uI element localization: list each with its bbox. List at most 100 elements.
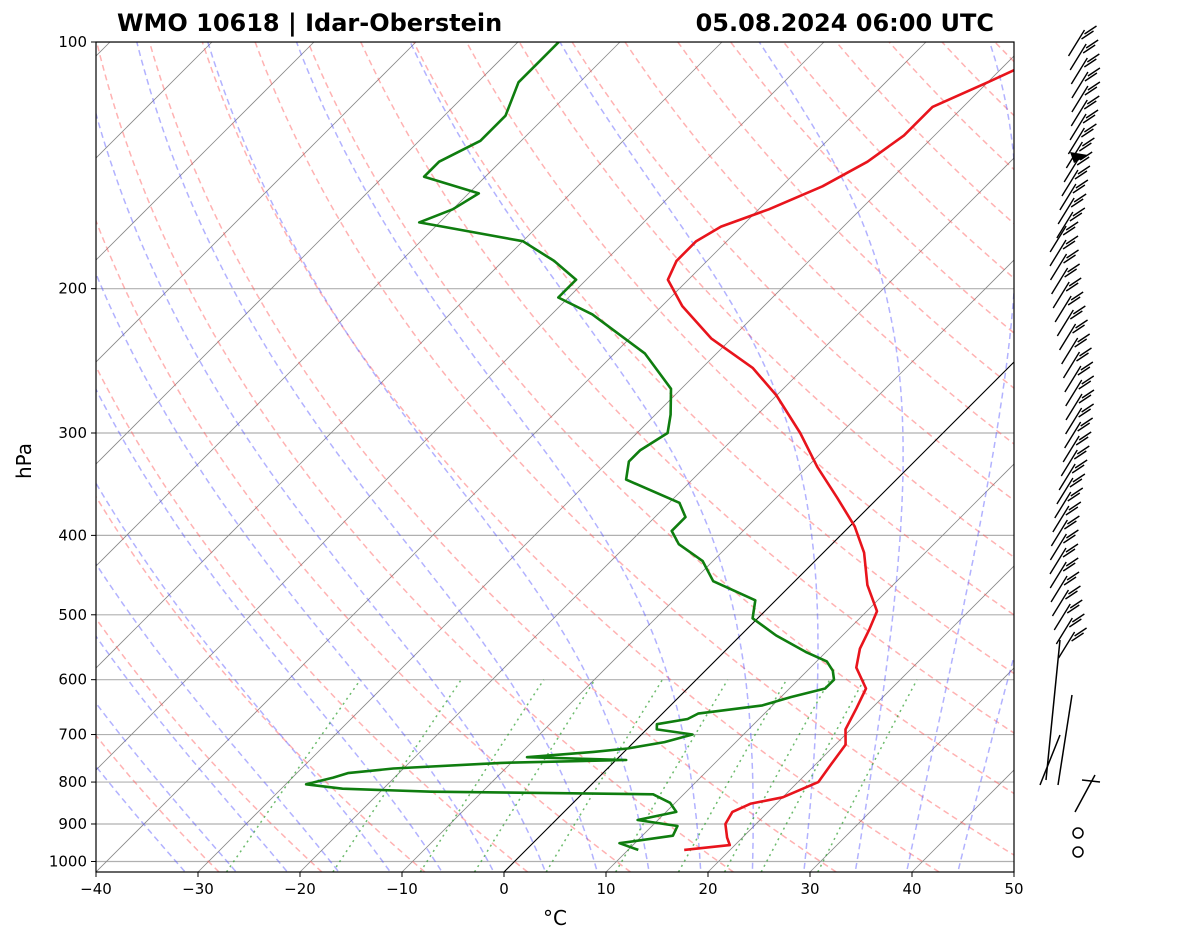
wind-barb <box>1071 67 1101 99</box>
wind-barb-flag <box>1081 779 1101 783</box>
dry-adiabat <box>360 42 1014 734</box>
wind-barb <box>1054 291 1084 323</box>
y-tick-label: 300 <box>58 424 87 442</box>
wind-barb <box>1050 515 1080 547</box>
x-tick-label: −30 <box>182 880 214 898</box>
isotherm-line <box>96 42 825 771</box>
wind-barb <box>1050 571 1080 603</box>
x-tick-label: −10 <box>386 880 418 898</box>
isotherm-line <box>911 769 1014 872</box>
wind-barb-staff <box>1057 694 1073 786</box>
x-tick-label: 20 <box>698 880 717 898</box>
isotherm-line <box>197 55 1014 872</box>
mixing-ratio-line <box>332 679 462 872</box>
dry-adiabat <box>96 364 529 872</box>
moist-adiabat <box>96 634 289 872</box>
moist-adiabat <box>96 481 392 872</box>
moist-adiabat <box>957 653 1014 872</box>
moist-adiabat <box>96 701 238 872</box>
wind-barb <box>1064 417 1094 449</box>
dry-adiabat <box>96 218 631 872</box>
moist-adiabat <box>96 271 495 872</box>
x-tick-label: −40 <box>80 880 112 898</box>
wind-barb <box>1049 221 1079 253</box>
wind-barb <box>1067 25 1097 57</box>
x-tick-label: 50 <box>1004 880 1023 898</box>
wind-barb <box>1065 375 1095 407</box>
wind-barb <box>1065 403 1095 435</box>
wind-barb <box>1065 389 1095 421</box>
moist-adiabat <box>559 42 819 872</box>
wind-barb-staff <box>1039 734 1061 786</box>
mixing-ratio-line <box>760 679 865 872</box>
y-tick-label: 200 <box>58 280 87 298</box>
wind-barb <box>1055 613 1085 645</box>
dewpoint-profile <box>304 42 836 852</box>
isotherm-line <box>96 42 927 872</box>
wind-barb <box>1052 277 1082 309</box>
dry-adiabat <box>307 42 1014 795</box>
dry-adiabat <box>518 42 1014 559</box>
wind-barb <box>1057 627 1087 659</box>
x-tick-label: 30 <box>800 880 819 898</box>
y-tick-label: 100 <box>58 33 87 51</box>
x-tick-label: 10 <box>596 880 615 898</box>
wind-barb <box>1056 305 1086 337</box>
isotherm-line <box>0 42 8 872</box>
isotherm-line <box>96 42 621 567</box>
wind-barb <box>1056 207 1086 239</box>
wind-barb <box>1052 501 1082 533</box>
isotherm-line <box>401 259 1014 872</box>
dry-adiabat <box>96 42 734 872</box>
x-tick-label: −20 <box>284 880 316 898</box>
y-tick-label: 500 <box>58 606 87 624</box>
mixing-ratio-line <box>615 679 729 872</box>
wind-barb <box>1049 557 1079 589</box>
dry-adiabat <box>96 617 323 872</box>
y-tick-label: 700 <box>58 726 87 744</box>
wind-barb <box>1069 109 1099 141</box>
wind-barb <box>1049 249 1079 281</box>
wind-barb <box>1058 319 1088 351</box>
isotherm-line <box>299 157 1014 872</box>
wind-barb <box>1061 165 1091 197</box>
moist-adiabat <box>96 387 443 872</box>
mixing-ratio-line <box>545 679 664 872</box>
dry-adiabat <box>412 42 1014 675</box>
mixing-ratio-line <box>473 679 596 872</box>
wind-barb-staff <box>1045 639 1061 781</box>
y-tick-label: 800 <box>58 773 87 791</box>
wind-barb <box>1062 431 1092 463</box>
isotherm-line <box>1013 871 1014 872</box>
plot-frame <box>95 41 1015 873</box>
y-tick-label: 900 <box>58 815 87 833</box>
x-tick-label: 40 <box>902 880 921 898</box>
isotherm-line <box>96 42 519 465</box>
wind-barb <box>1054 487 1084 519</box>
wind-barb <box>1059 179 1089 211</box>
x-axis-label: °C <box>543 906 567 930</box>
wind-barb <box>1049 235 1079 267</box>
wind-barb <box>1069 39 1099 71</box>
y-tick-label: 1000 <box>49 852 87 870</box>
dry-adiabat <box>677 42 1014 390</box>
dry-adiabat <box>96 495 426 872</box>
moist-adiabat <box>409 42 754 872</box>
x-tick-label: 0 <box>499 880 509 898</box>
zero-degree-isotherm <box>503 361 1014 872</box>
dry-adiabat <box>254 42 1014 856</box>
wind-barb <box>1056 473 1086 505</box>
mixing-ratio-line <box>723 679 831 872</box>
mixing-ratio-line <box>817 679 918 872</box>
dry-adiabat <box>835 42 1014 225</box>
chart-title-right: 05.08.2024 06:00 UTC <box>696 9 994 37</box>
chart-title-left: WMO 10618 | Idar-Oberstein <box>117 9 502 37</box>
wind-barb <box>1062 347 1092 379</box>
dry-adiabat <box>571 42 1014 502</box>
wind-barb <box>1049 529 1079 561</box>
wind-barb <box>1057 193 1087 225</box>
isotherm-line <box>96 42 315 261</box>
moist-adiabat <box>136 42 599 872</box>
wind-barbs <box>1039 25 1101 858</box>
